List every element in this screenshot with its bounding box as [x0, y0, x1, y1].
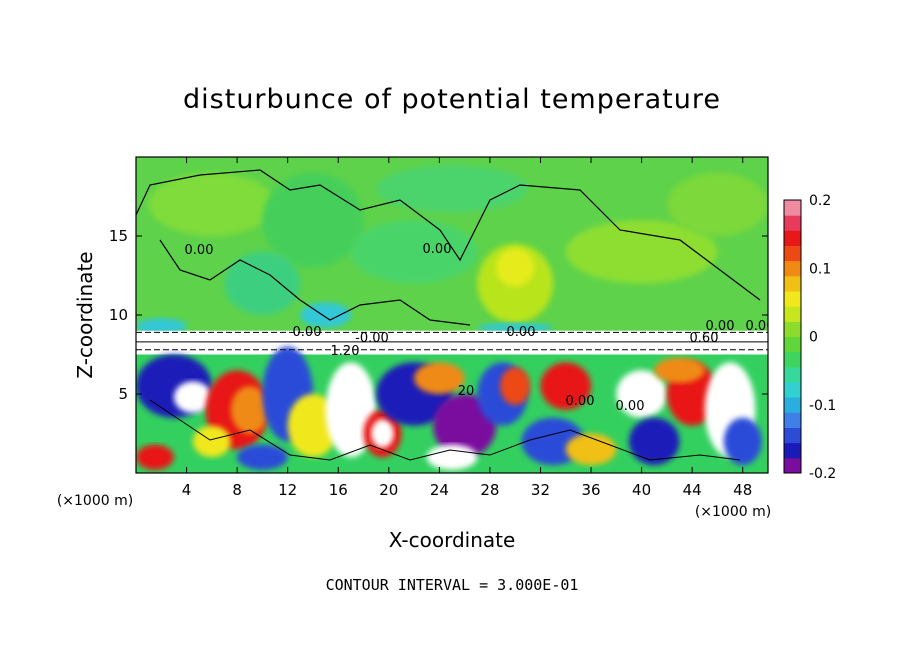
colorbar-swatch	[784, 321, 801, 337]
x-tick-label: 48	[733, 481, 752, 499]
x-tick-label: 8	[232, 481, 242, 499]
field-patch	[616, 370, 667, 418]
field-patch	[723, 417, 762, 466]
contour-label: 20	[458, 384, 475, 399]
field-patch	[500, 367, 531, 406]
field-patch	[300, 302, 351, 328]
x-tick-label: 16	[329, 481, 348, 499]
contour-label: 0.00	[746, 319, 775, 334]
x-tick-label: 44	[683, 481, 702, 499]
colorbar-swatch	[784, 200, 801, 216]
x-axis-label: X-coordinate	[389, 528, 516, 552]
field-patch	[666, 172, 768, 236]
colorbar-frame	[783, 199, 802, 474]
field-patch	[148, 172, 276, 236]
field-patch	[136, 444, 174, 470]
field-inversion	[136, 330, 768, 355]
y-tick-label: 15	[109, 227, 128, 245]
x-tick-label: 36	[581, 481, 600, 499]
contour-label: -0.00	[355, 331, 389, 346]
contour-label: 0.00	[706, 319, 735, 334]
colorbar-swatch	[784, 230, 801, 246]
field-patch	[433, 394, 497, 458]
x-tick-label: 28	[480, 481, 499, 499]
colorbar-swatch	[784, 275, 801, 292]
contour-label: 0.60	[690, 331, 719, 346]
contour-label: 1.20	[331, 344, 360, 359]
colorbar: 0.2 0.1 0 -0.1 -0.2	[783, 193, 836, 482]
colorbar-swatch	[784, 457, 801, 474]
field-patch	[540, 362, 592, 410]
contour-label: 0.00	[185, 243, 214, 258]
colorbar-tick-label: -0.1	[809, 398, 836, 414]
contour-label: 0.00	[423, 242, 452, 257]
colorbar-swatch	[784, 397, 801, 413]
field-patch	[565, 220, 718, 284]
chart-title: disturbunce of potential temperature	[183, 84, 721, 115]
colorbar-swatch	[784, 366, 801, 383]
colorbar-swatch	[784, 351, 801, 368]
colorbar-swatch	[784, 382, 801, 398]
colorbar-swatch	[784, 442, 801, 459]
field-patch	[654, 357, 705, 383]
field-patch	[136, 318, 187, 334]
x-tick-label: 4	[182, 481, 192, 499]
x-tick-label: 20	[379, 481, 398, 499]
contour-label: 0.00	[293, 325, 322, 340]
field-patch	[371, 419, 394, 448]
y-tick-label: 10	[109, 306, 128, 324]
field-patch	[173, 381, 212, 413]
field-patch	[230, 386, 269, 434]
field-patch	[192, 425, 231, 458]
colorbar-tick-label: 0	[809, 330, 818, 346]
x-tick-label: 40	[632, 481, 651, 499]
colorbar-swatch	[784, 427, 801, 444]
y-unit-label: (×1000 m)	[57, 493, 133, 509]
contour-interval-note: CONTOUR INTERVAL = 3.000E-01	[325, 576, 579, 594]
field-patch	[414, 362, 465, 395]
x-tick-label: 32	[531, 481, 550, 499]
field-patch	[496, 248, 535, 287]
x-tick-label: 12	[278, 481, 297, 499]
colorbar-swatch	[784, 412, 801, 428]
field-patch	[477, 322, 554, 333]
y-tick-label: 5	[118, 385, 128, 403]
colorbar-swatch	[784, 260, 801, 277]
field-patch	[262, 172, 364, 268]
x-unit-label: (×1000 m)	[695, 504, 771, 520]
field-patch	[565, 433, 617, 466]
colorbar-swatch	[784, 306, 801, 322]
field-patch	[287, 394, 339, 458]
contour-label: 0.00	[566, 394, 595, 409]
contour-line	[136, 169, 761, 301]
field-patch	[376, 164, 528, 213]
y-axis-label: Z-coordinate	[73, 251, 97, 378]
colorbar-swatch	[784, 215, 801, 231]
field-patch	[628, 417, 680, 466]
colorbar-tick-label: 0.2	[809, 193, 831, 209]
field-patch	[237, 444, 288, 470]
colorbar-tick-label: 0.1	[809, 261, 831, 277]
colorbar-swatch	[784, 291, 801, 307]
colorbar-swatch	[784, 245, 801, 262]
field-patch	[224, 251, 301, 315]
contour-line	[159, 239, 471, 326]
field-patch	[426, 444, 478, 470]
colorbar-tick-label: -0.2	[809, 466, 836, 482]
contour-line	[149, 399, 741, 461]
contour-label: 0.00	[616, 399, 645, 414]
field-patch	[350, 220, 478, 284]
contour-label: 0.00	[507, 325, 536, 340]
x-tick-label: 24	[430, 481, 449, 499]
colorbar-swatch	[784, 336, 801, 353]
